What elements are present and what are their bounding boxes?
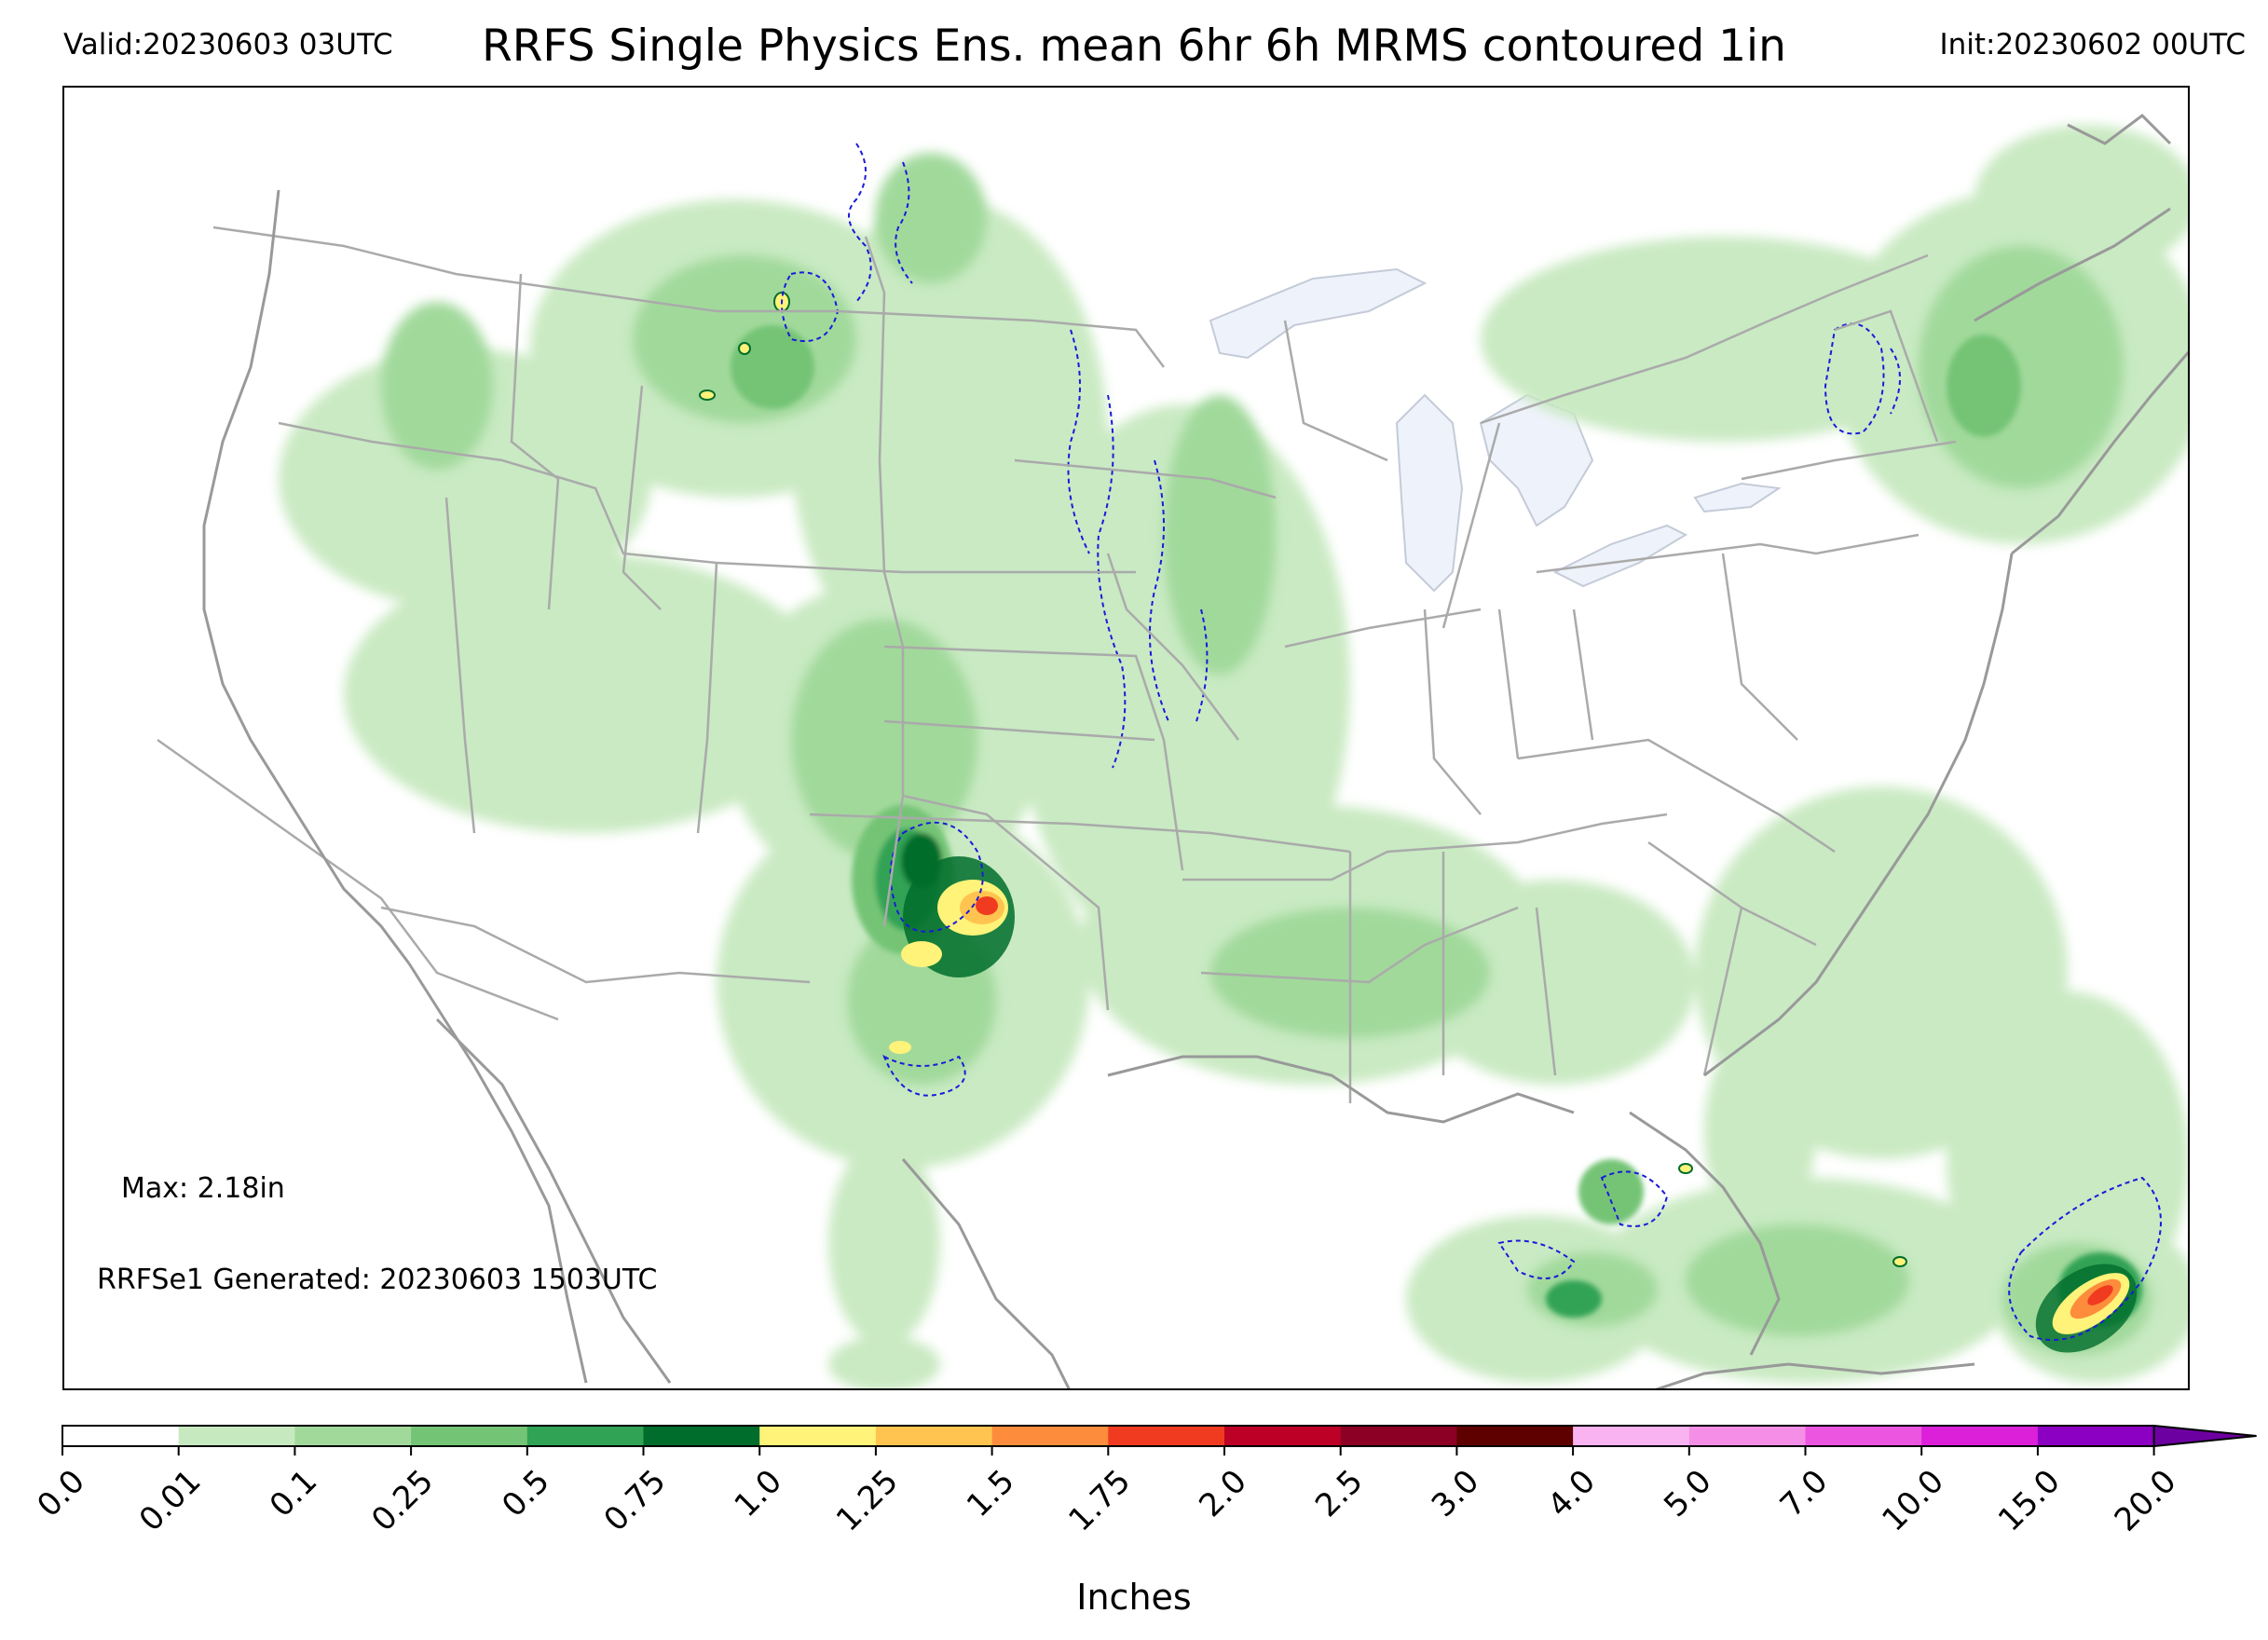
colorbar-segment	[1108, 1426, 1225, 1446]
max-value-label: Max: 2.18in	[121, 1172, 285, 1205]
lake-ontario	[1693, 482, 1782, 513]
chart-title: RRFS Single Physics Ens. mean 6hr 6h MRM…	[482, 20, 1786, 72]
mrms-1in-contours	[781, 143, 2162, 1341]
colorbar-segment	[643, 1426, 760, 1446]
great-lakes	[1209, 267, 1782, 593]
colorbar-segment	[1688, 1426, 1806, 1446]
colorbar-label: Inches	[1076, 1577, 1192, 1618]
lake-superior	[1209, 267, 1428, 360]
colorbar-tick-label: 10.0	[1875, 1463, 1951, 1539]
colorbar-ticks: 0.0 0.01 0.1 0.25 0.5 0.75 1.0 1.25 1.5 1.75 2.0 2.…	[30, 1446, 2183, 1538]
colorbar-tick-label: 2.0	[1192, 1463, 1254, 1525]
colorbar-segment	[1921, 1426, 2039, 1446]
heavy-precip-core-atlantic	[2035, 1264, 2138, 1353]
moderate-precip-spots	[699, 292, 1907, 1267]
colorbar-segment	[294, 1426, 412, 1446]
colorbar-segment	[759, 1426, 877, 1446]
precip-map	[64, 88, 2188, 1388]
colorbar-segment	[875, 1426, 993, 1446]
valid-time-label: Valid:20230603 03UTC	[63, 28, 393, 62]
colorbar-segment	[526, 1426, 644, 1446]
colorbar-segment	[411, 1426, 528, 1446]
generated-time-label: RRFSe1 Generated: 20230603 1503UTC	[97, 1264, 658, 1296]
colorbar-tick-label: 3.0	[1425, 1463, 1487, 1525]
lake-michigan	[1395, 393, 1464, 593]
colorbar-tick-label: 5.0	[1657, 1463, 1719, 1525]
colorbar-tick-label: 1.25	[829, 1463, 906, 1539]
colorbar-tick-label: 1.0	[728, 1463, 790, 1525]
colorbar-tick-label: 0.25	[364, 1463, 441, 1539]
colorbar-tick-label: 0.5	[495, 1463, 557, 1525]
colorbar-segment	[178, 1426, 295, 1446]
map-panel	[62, 86, 2190, 1390]
colorbar-segment	[1224, 1426, 1342, 1446]
colorbar-tick-label: 0.75	[597, 1463, 674, 1539]
colorbar-tick-label: 7.0	[1773, 1463, 1836, 1525]
colorbar-segment	[62, 1426, 180, 1446]
colorbar-segments	[61, 1424, 2257, 1448]
colorbar-tick-label: 1.5	[960, 1463, 1022, 1525]
colorbar-tick-label: 0.1	[263, 1463, 325, 1525]
colorbar-tick-label: 1.75	[1061, 1463, 1138, 1539]
colorbar-tick-label: 20.0	[2108, 1463, 2184, 1539]
colorbar-segment	[1573, 1426, 1690, 1446]
colorbar-segment	[2037, 1426, 2155, 1446]
colorbar-outline	[61, 1425, 2154, 1447]
colorbar-tick-label: 2.5	[1308, 1463, 1371, 1525]
colorbar-segment	[1805, 1426, 1922, 1446]
colorbar-tick-label: 4.0	[1540, 1463, 1603, 1525]
colorbar-segment	[991, 1426, 1109, 1446]
colorbar-tick-label: 15.0	[1991, 1463, 2068, 1539]
coastlines	[202, 114, 2188, 1388]
init-time-label: Init:20230602 00UTC	[1939, 28, 2246, 62]
state-borders	[157, 226, 1957, 1103]
colorbar-segment	[1456, 1426, 1574, 1446]
colorbar-segment	[1340, 1426, 1457, 1446]
colorbar-extend-arrow	[2152, 1424, 2257, 1448]
colorbar-tick-label: 0.01	[132, 1463, 209, 1539]
colorbar-tick-label: 0.0	[30, 1463, 92, 1525]
lake-erie	[1552, 524, 1688, 588]
